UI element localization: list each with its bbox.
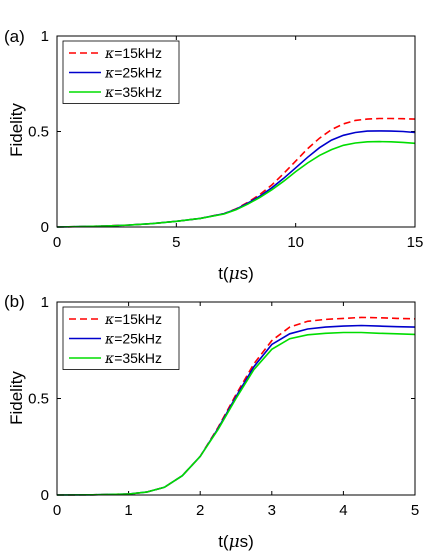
legend-label-3-b: κ=35kHz [104, 350, 162, 367]
y-tick-label: 0 [41, 219, 49, 236]
y-tick-label: 1 [41, 294, 49, 311]
x-tick-label: 10 [287, 234, 304, 251]
x-axis-label-a: t(μs) [218, 264, 254, 284]
series-line-2-a [56, 130, 416, 228]
y-axis-label-a: Fidelity [7, 103, 26, 157]
legend-label-3-a: κ=35kHz [104, 84, 162, 101]
x-axis-label-b: t(μs) [218, 532, 254, 552]
series-line-1-a [56, 117, 416, 228]
x-tick-label: 15 [407, 234, 424, 251]
x-tick-label: 5 [172, 234, 180, 251]
chart-panel-b: (b) Fidelity t(μs) 0 1 2 3 4 500.51 κ=15kHzκ=… [4, 292, 419, 552]
legend-b: κ=15kHz κ=25kHz κ=35kHz [62, 306, 180, 370]
series-lines-a [56, 117, 416, 228]
series-line-3-a [56, 140, 416, 228]
legend-label-2-a: κ=25kHz [104, 65, 162, 82]
plot-frame-a [56, 35, 416, 228]
series-line-3-b [56, 331, 416, 496]
panel-label-b: (b) [4, 292, 25, 311]
x-tick-label: 4 [339, 502, 347, 519]
y-tick-label: 1 [41, 28, 49, 45]
y-tick-label: 0 [41, 487, 49, 504]
x-tick-label: 1 [124, 502, 132, 519]
x-tick-label: 5 [411, 502, 419, 519]
x-tick-label: 3 [268, 502, 276, 519]
legend-a: κ=15kHz κ=25kHz κ=35kHz [62, 40, 180, 104]
legend-label-1-b: κ=15kHz [104, 311, 162, 328]
ticks-b: 0 1 2 3 4 5 0 0.5 1 [28, 294, 419, 519]
x-tick-label: 2 [196, 502, 204, 519]
y-tick-label: 0.5 [28, 124, 49, 141]
panel-label-a: (a) [4, 27, 25, 46]
x-tick-label: 0 [53, 234, 61, 251]
legend-label-2-b: κ=25kHz [104, 331, 162, 348]
series-lines-b [56, 316, 416, 496]
x-tick-label: 0 [53, 502, 61, 519]
plot-frame-b [56, 301, 416, 496]
legend-label-1-a: κ=15kHz [104, 45, 162, 62]
y-tick-label: 0.5 [28, 391, 49, 408]
y-axis-label-b: Fidelity [7, 371, 26, 425]
